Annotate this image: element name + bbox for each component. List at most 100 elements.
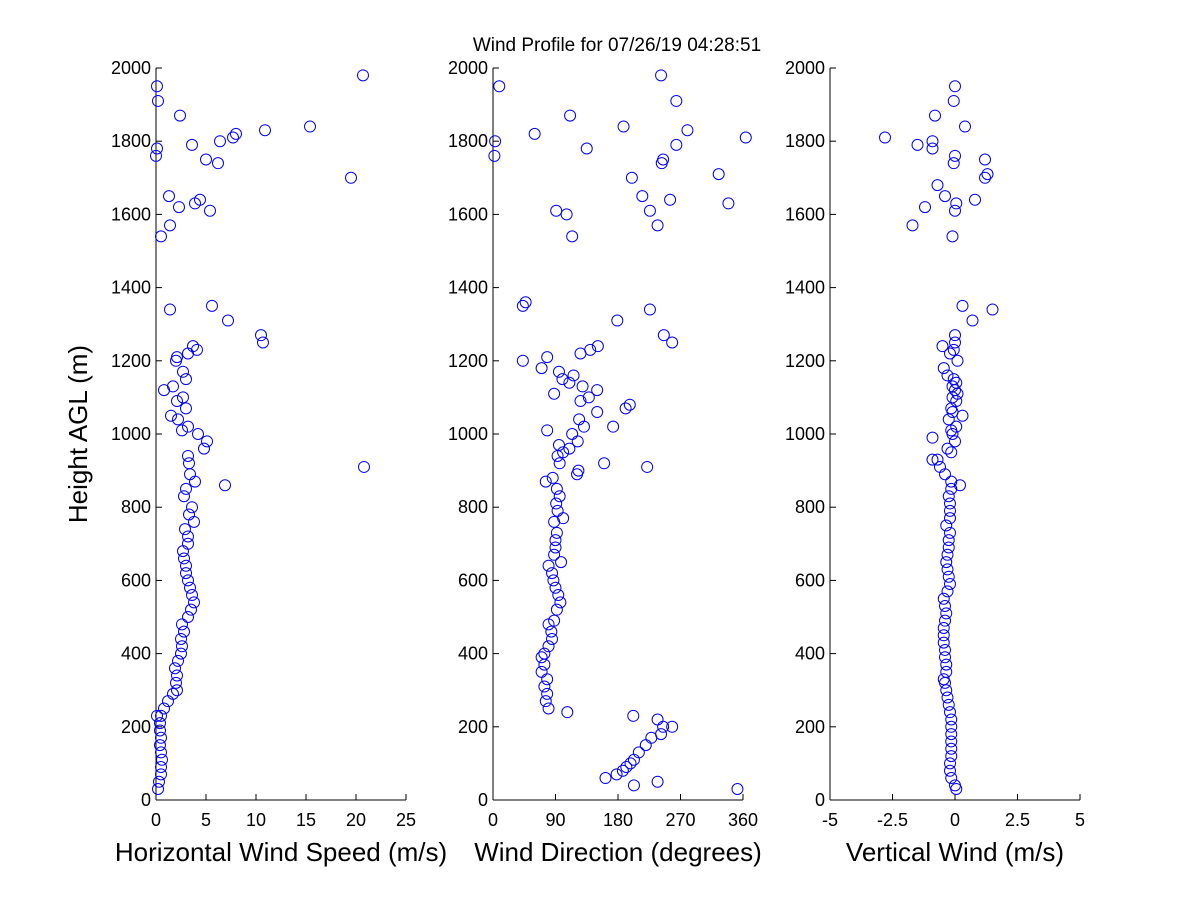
data-point	[542, 702, 555, 715]
data-point	[942, 570, 955, 583]
data-point	[180, 567, 192, 580]
data-point	[566, 230, 579, 243]
data-point	[345, 171, 357, 184]
data-point	[548, 387, 561, 400]
data-point	[535, 665, 548, 678]
data-point	[165, 409, 177, 422]
data-point	[591, 340, 604, 353]
data-point	[599, 772, 612, 785]
data-point	[151, 142, 163, 155]
data-point	[539, 695, 552, 708]
data-point	[931, 179, 944, 192]
y-tick-label: 1400	[448, 278, 488, 298]
x-tick-label: 10	[246, 810, 266, 830]
data-point	[488, 149, 501, 162]
data-point	[937, 592, 950, 605]
data-point	[151, 80, 163, 93]
data-point	[942, 698, 955, 711]
data-point	[946, 230, 959, 243]
data-point	[617, 120, 630, 133]
data-point	[548, 548, 561, 561]
data-point	[591, 384, 604, 397]
y-tick-label: 1000	[448, 424, 488, 444]
data-point	[259, 124, 271, 137]
data-point	[641, 460, 654, 473]
data-point	[945, 475, 958, 488]
data-point	[552, 438, 565, 451]
data-point	[567, 369, 580, 382]
data-point	[926, 142, 939, 155]
data-point	[947, 157, 960, 170]
data-point	[552, 365, 565, 378]
y-tick-label: 1600	[785, 204, 825, 224]
data-point	[670, 94, 683, 107]
data-point	[664, 193, 677, 206]
y-tick-label: 200	[458, 717, 488, 737]
data-point	[666, 720, 679, 733]
data-point	[187, 340, 199, 353]
data-point	[949, 149, 961, 162]
data-point	[549, 581, 562, 594]
data-point	[940, 665, 953, 678]
y-tick-label: 400	[795, 644, 825, 664]
data-point	[154, 739, 166, 752]
data-point	[184, 581, 196, 594]
data-point	[623, 398, 636, 411]
data-point	[598, 457, 611, 470]
y-tick-label: 0	[141, 790, 151, 810]
data-point	[945, 728, 958, 741]
data-point	[969, 193, 981, 206]
data-point	[255, 329, 267, 342]
data-point	[180, 373, 192, 386]
data-point	[949, 80, 961, 93]
data-point	[941, 442, 954, 455]
data-point	[937, 621, 950, 634]
data-point	[945, 482, 958, 495]
data-point	[919, 201, 931, 214]
data-point	[164, 219, 176, 232]
data-point	[560, 208, 573, 221]
data-point	[553, 457, 566, 470]
data-point	[563, 376, 576, 389]
data-point	[158, 702, 170, 715]
y-tick-label: 1400	[111, 278, 151, 298]
data-point	[937, 636, 950, 649]
data-point	[550, 497, 563, 510]
y-tick-label: 800	[458, 497, 488, 517]
data-point	[655, 728, 668, 741]
x-tick-label: -5	[822, 810, 838, 830]
data-point	[627, 779, 640, 792]
y-tick-label: 1400	[785, 278, 825, 298]
data-point	[198, 442, 210, 455]
data-point	[191, 343, 203, 356]
data-point	[214, 135, 226, 148]
data-point	[227, 131, 239, 144]
data-point	[182, 530, 194, 543]
data-point	[178, 552, 190, 565]
data-point	[200, 153, 212, 166]
data-point	[550, 482, 563, 495]
data-point	[186, 138, 198, 151]
data-point	[945, 720, 958, 733]
figure-title: Wind Profile for 07/26/19 04:28:51	[473, 35, 761, 56]
data-point	[670, 138, 683, 151]
x-tick-label: 0	[950, 810, 960, 830]
data-point	[171, 395, 183, 408]
data-point	[632, 746, 645, 759]
data-point	[154, 717, 166, 730]
data-point	[942, 534, 955, 547]
data-point	[591, 406, 604, 419]
data-point	[624, 757, 637, 770]
data-point	[175, 632, 187, 645]
data-point	[553, 490, 566, 503]
y-tick-label: 2000	[111, 58, 151, 78]
data-point	[182, 420, 194, 433]
data-point	[177, 365, 189, 378]
data-point	[936, 340, 949, 353]
data-point	[182, 537, 194, 550]
data-point	[542, 640, 555, 653]
data-point	[155, 709, 167, 722]
y-tick-label: 800	[795, 497, 825, 517]
data-point	[152, 94, 164, 107]
